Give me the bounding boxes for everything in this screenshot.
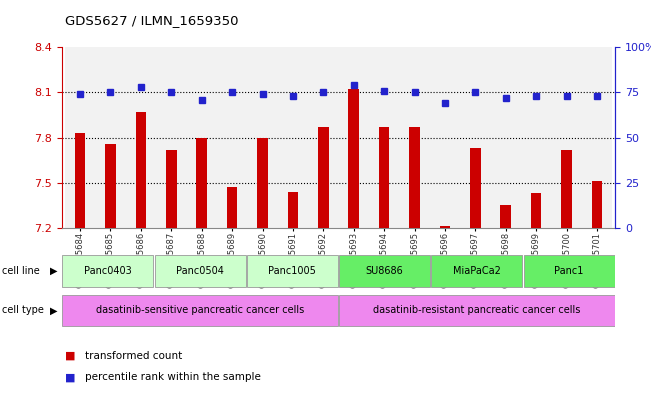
Bar bbox=[501, 206, 511, 228]
Bar bbox=[166, 150, 176, 228]
Bar bbox=[126, 47, 156, 228]
Text: Panc1: Panc1 bbox=[555, 266, 584, 276]
Bar bbox=[551, 47, 582, 228]
Bar bbox=[582, 47, 612, 228]
Text: SU8686: SU8686 bbox=[366, 266, 404, 276]
Text: Panc1005: Panc1005 bbox=[268, 266, 316, 276]
Bar bbox=[531, 193, 542, 228]
Bar bbox=[95, 47, 126, 228]
Text: ▶: ▶ bbox=[49, 305, 57, 316]
Bar bbox=[409, 127, 420, 228]
Bar bbox=[227, 187, 238, 228]
Bar bbox=[247, 47, 278, 228]
Bar bbox=[62, 295, 338, 326]
Text: ■: ■ bbox=[65, 351, 76, 361]
Bar bbox=[197, 138, 207, 228]
Bar bbox=[247, 255, 338, 287]
Bar bbox=[75, 133, 85, 228]
Bar bbox=[135, 112, 146, 228]
Text: transformed count: transformed count bbox=[85, 351, 182, 361]
Bar bbox=[430, 47, 460, 228]
Text: cell type: cell type bbox=[2, 305, 44, 316]
Text: ■: ■ bbox=[65, 372, 76, 382]
Bar bbox=[318, 127, 329, 228]
Bar bbox=[592, 181, 602, 228]
Bar bbox=[62, 255, 154, 287]
Bar bbox=[339, 47, 369, 228]
Text: MiaPaCa2: MiaPaCa2 bbox=[453, 266, 501, 276]
Text: ▶: ▶ bbox=[49, 266, 57, 276]
Text: Panc0504: Panc0504 bbox=[176, 266, 224, 276]
Text: dasatinib-resistant pancreatic cancer cells: dasatinib-resistant pancreatic cancer ce… bbox=[373, 305, 581, 316]
Text: percentile rank within the sample: percentile rank within the sample bbox=[85, 372, 260, 382]
Bar bbox=[308, 47, 339, 228]
Bar bbox=[523, 255, 615, 287]
Text: Panc0403: Panc0403 bbox=[84, 266, 132, 276]
Bar bbox=[460, 47, 491, 228]
Bar bbox=[369, 47, 399, 228]
Bar bbox=[439, 226, 450, 228]
Bar bbox=[561, 150, 572, 228]
Text: GDS5627 / ILMN_1659350: GDS5627 / ILMN_1659350 bbox=[65, 14, 239, 27]
Bar bbox=[278, 47, 308, 228]
Bar bbox=[348, 89, 359, 228]
Bar bbox=[186, 47, 217, 228]
Text: dasatinib-sensitive pancreatic cancer cells: dasatinib-sensitive pancreatic cancer ce… bbox=[96, 305, 304, 316]
Bar bbox=[339, 295, 615, 326]
Bar bbox=[217, 47, 247, 228]
Bar bbox=[432, 255, 522, 287]
Bar bbox=[379, 127, 389, 228]
Bar bbox=[470, 148, 480, 228]
Bar bbox=[521, 47, 551, 228]
Bar bbox=[65, 47, 95, 228]
Bar bbox=[156, 47, 186, 228]
Bar bbox=[288, 192, 298, 228]
Bar bbox=[155, 255, 245, 287]
Bar bbox=[399, 47, 430, 228]
Bar bbox=[491, 47, 521, 228]
Bar bbox=[339, 255, 430, 287]
Text: cell line: cell line bbox=[2, 266, 40, 276]
Bar bbox=[257, 138, 268, 228]
Bar bbox=[105, 143, 116, 228]
